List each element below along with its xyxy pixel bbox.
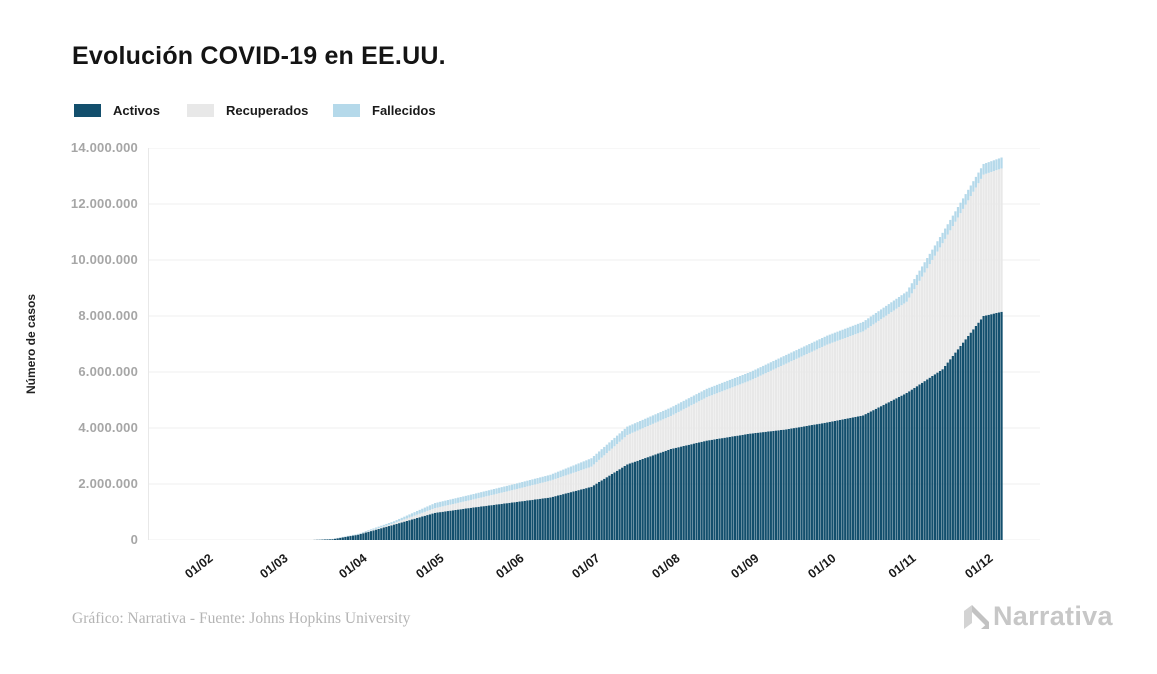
legend-label-fallecidos: Fallecidos <box>372 103 436 118</box>
x-tick-label: 01/12 <box>961 551 996 582</box>
x-tick-label: 01/11 <box>885 551 919 581</box>
y-tick-label: 10.000.000 <box>70 252 138 267</box>
y-tick-label: 2.000.000 <box>78 476 138 491</box>
y-tick-label: 6.000.000 <box>78 364 138 379</box>
x-tick-label: 01/09 <box>728 551 762 582</box>
legend-label-activos: Activos <box>113 103 160 118</box>
x-tick-label: 01/04 <box>336 551 370 582</box>
narrativa-logo-text: Narrativa <box>993 601 1113 631</box>
y-tick-label: 14.000.000 <box>70 140 138 155</box>
legend-item-fallecidos: Fallecidos <box>333 103 436 118</box>
x-tick-label: 01/05 <box>413 551 447 582</box>
narrativa-logo: Narrativa <box>963 601 1113 632</box>
x-tick-label: 01/06 <box>492 551 527 582</box>
y-tick-label: 12.000.000 <box>70 196 138 211</box>
legend-label-recuperados: Recuperados <box>226 103 309 118</box>
footer-credit: Gráfico: Narrativa - Fuente: Johns Hopki… <box>72 610 411 627</box>
legend-swatch-activos-icon <box>74 104 101 117</box>
legend-item-activos: Activos <box>74 103 160 118</box>
y-tick-label: 8.000.000 <box>78 308 138 323</box>
legend-swatch-recuperados-icon <box>187 104 214 117</box>
x-tick-label: 01/03 <box>257 551 291 582</box>
x-tick-label: 01/07 <box>569 551 604 582</box>
chart-title: Evolución COVID-19 en EE.UU. <box>72 42 446 70</box>
y-tick-label: 4.000.000 <box>78 420 138 435</box>
legend-item-recuperados: Recuperados <box>187 103 308 118</box>
y-tick-label: 0 <box>130 532 138 547</box>
x-tick-label: 01/02 <box>182 551 217 582</box>
x-tick-label: 01/08 <box>649 551 683 582</box>
narrativa-logo-icon <box>964 605 989 629</box>
stacked-area-chart <box>148 148 1040 540</box>
x-tick-label: 01/10 <box>805 551 839 582</box>
legend-swatch-fallecidos-icon <box>333 104 360 117</box>
